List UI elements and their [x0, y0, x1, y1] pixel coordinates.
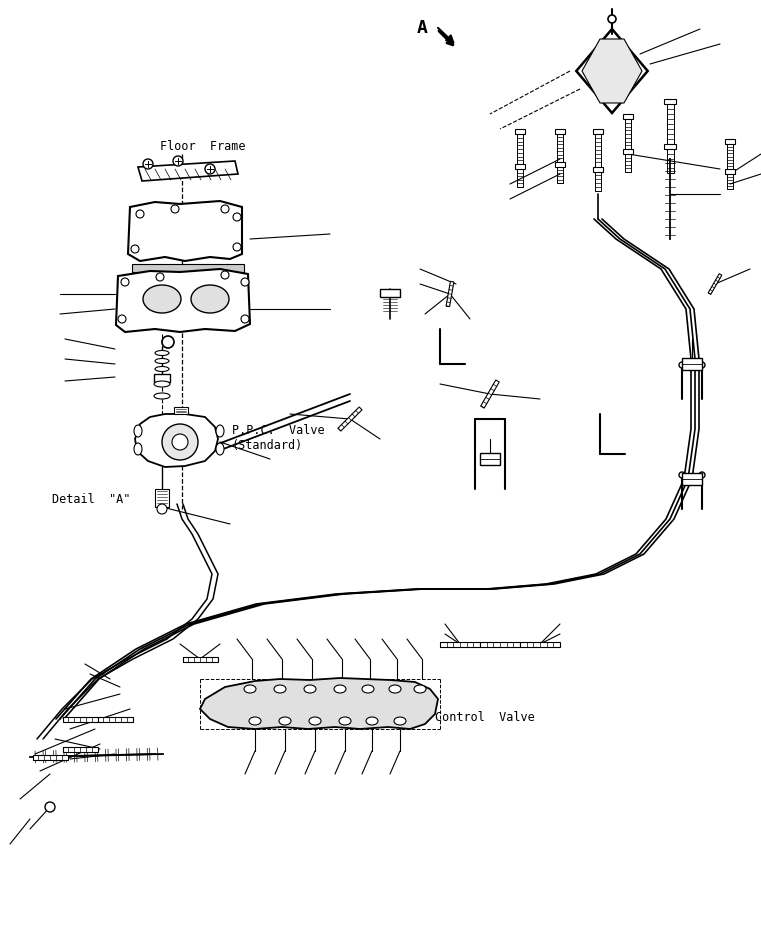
- Ellipse shape: [154, 382, 170, 388]
- Circle shape: [233, 243, 241, 252]
- Polygon shape: [128, 202, 242, 262]
- Polygon shape: [481, 381, 499, 408]
- Ellipse shape: [334, 685, 346, 694]
- Circle shape: [143, 160, 153, 169]
- Ellipse shape: [216, 444, 224, 456]
- Bar: [594, 130, 603, 135]
- Ellipse shape: [155, 359, 169, 364]
- Circle shape: [241, 315, 249, 324]
- Polygon shape: [200, 679, 438, 729]
- Bar: [682, 358, 702, 371]
- Polygon shape: [520, 642, 560, 647]
- Circle shape: [172, 434, 188, 450]
- Polygon shape: [62, 717, 97, 722]
- Bar: [515, 165, 525, 169]
- Polygon shape: [582, 40, 642, 104]
- Text: Floor  Frame: Floor Frame: [160, 140, 246, 154]
- Ellipse shape: [191, 285, 229, 314]
- Bar: [664, 145, 676, 150]
- Circle shape: [136, 211, 144, 219]
- Bar: [132, 265, 244, 272]
- Circle shape: [162, 337, 174, 348]
- Circle shape: [608, 16, 616, 24]
- Polygon shape: [97, 717, 132, 722]
- Circle shape: [118, 315, 126, 324]
- Ellipse shape: [143, 285, 181, 314]
- Bar: [725, 169, 735, 175]
- Bar: [623, 115, 633, 120]
- Polygon shape: [708, 274, 721, 295]
- Polygon shape: [33, 754, 68, 760]
- Ellipse shape: [309, 717, 321, 725]
- Bar: [725, 139, 735, 145]
- Bar: [594, 168, 603, 172]
- Ellipse shape: [389, 685, 401, 694]
- Polygon shape: [183, 657, 218, 662]
- Polygon shape: [576, 30, 648, 114]
- Ellipse shape: [244, 685, 256, 694]
- Ellipse shape: [304, 685, 316, 694]
- Bar: [556, 162, 565, 168]
- Ellipse shape: [154, 393, 170, 400]
- Ellipse shape: [394, 717, 406, 725]
- Polygon shape: [338, 407, 362, 431]
- Ellipse shape: [249, 717, 261, 725]
- Circle shape: [699, 362, 705, 369]
- Ellipse shape: [362, 685, 374, 694]
- Ellipse shape: [134, 444, 142, 456]
- Circle shape: [699, 473, 705, 478]
- Circle shape: [221, 271, 229, 280]
- Polygon shape: [138, 162, 238, 182]
- Bar: [623, 150, 633, 154]
- Polygon shape: [62, 747, 97, 752]
- Bar: [380, 289, 400, 298]
- Bar: [664, 100, 676, 105]
- Polygon shape: [440, 642, 480, 647]
- Circle shape: [679, 362, 685, 369]
- Text: Detail  "A": Detail "A": [52, 493, 130, 506]
- Ellipse shape: [155, 351, 169, 356]
- Ellipse shape: [274, 685, 286, 694]
- Circle shape: [173, 157, 183, 167]
- Circle shape: [157, 505, 167, 515]
- Ellipse shape: [134, 426, 142, 437]
- Bar: [174, 407, 188, 415]
- Polygon shape: [480, 642, 520, 647]
- Circle shape: [221, 206, 229, 213]
- Polygon shape: [446, 282, 454, 307]
- Ellipse shape: [216, 426, 224, 437]
- Ellipse shape: [414, 685, 426, 694]
- Circle shape: [241, 279, 249, 286]
- Circle shape: [45, 802, 55, 812]
- Circle shape: [171, 206, 179, 213]
- Polygon shape: [135, 415, 218, 467]
- Ellipse shape: [279, 717, 291, 725]
- Bar: [682, 474, 702, 486]
- Circle shape: [156, 273, 164, 282]
- Bar: [155, 490, 169, 507]
- Bar: [154, 374, 170, 383]
- Ellipse shape: [366, 717, 378, 725]
- Text: A: A: [416, 19, 428, 37]
- Circle shape: [233, 213, 241, 222]
- Polygon shape: [116, 270, 250, 332]
- Circle shape: [679, 473, 685, 478]
- Bar: [556, 130, 565, 135]
- Text: P.P.C.  Valve
(Standard): P.P.C. Valve (Standard): [232, 424, 325, 451]
- Circle shape: [121, 279, 129, 286]
- Circle shape: [131, 246, 139, 254]
- Ellipse shape: [155, 367, 169, 373]
- Bar: [480, 454, 500, 465]
- Text: Control  Valve: Control Valve: [435, 710, 535, 724]
- Circle shape: [205, 165, 215, 175]
- Bar: [515, 130, 525, 135]
- Ellipse shape: [339, 717, 351, 725]
- Circle shape: [162, 425, 198, 461]
